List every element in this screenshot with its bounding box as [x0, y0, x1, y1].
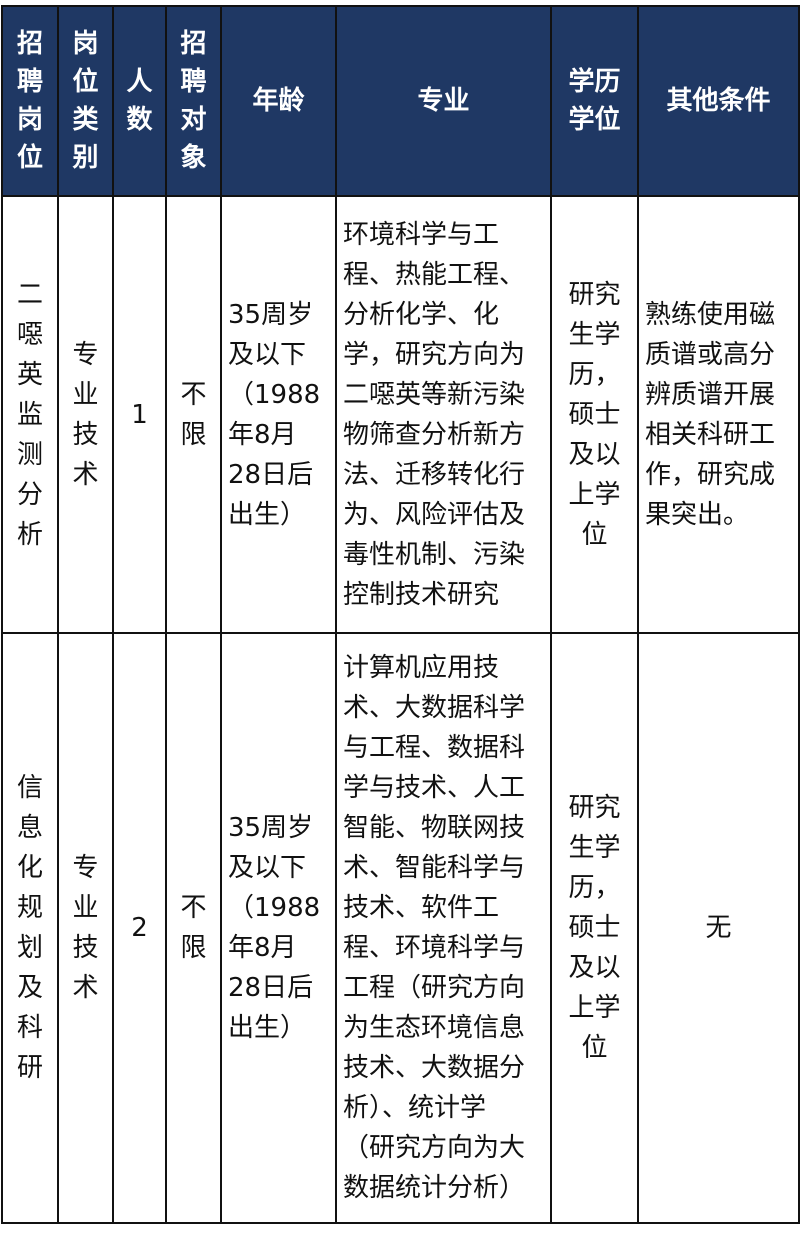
cell-major: 计算机应用技 术、大数据科学 与工程、数据科 学与技术、人工 智能、物联网技 术…	[335, 632, 552, 1224]
header-row: 招 聘 岗 位 岗 位 类 别 人 数 招 聘 对 象 年龄 专业 学历 学位 …	[1, 5, 800, 197]
cell-age: 35周岁 及以下 （1988 年8月 28日后 出生）	[220, 632, 337, 1224]
cell-age: 35周岁 及以下 （1988 年8月 28日后 出生）	[220, 195, 337, 634]
header-target: 招 聘 对 象	[165, 5, 222, 197]
table-row: 二 噁 英 监 测 分 析 专 业 技 术 1 不 限 35周岁 及以下 （19…	[1, 195, 800, 634]
cell-other: 熟练使用磁 质谱或高分 辨质谱开展 相关科研工 作，研究成 果突出。	[637, 195, 800, 634]
cell-target: 不 限	[165, 632, 222, 1224]
header-education: 学历 学位	[550, 5, 639, 197]
cell-education: 研究 生学 历， 硕士 及以 上学 位	[550, 632, 639, 1224]
header-count: 人 数	[112, 5, 167, 197]
header-other: 其他条件	[637, 5, 800, 197]
table-row: 信 息 化 规 划 及 科 研 专 业 技 术 2 不 限 35周岁 及以下 （…	[1, 632, 800, 1224]
cell-major: 环境科学与工 程、热能工程、 分析化学、化 学，研究方向为 二噁英等新污染 物筛…	[335, 195, 552, 634]
cell-education: 研究 生学 历， 硕士 及以 上学 位	[550, 195, 639, 634]
cell-count: 1	[112, 195, 167, 634]
recruitment-table: 招 聘 岗 位 岗 位 类 别 人 数 招 聘 对 象 年龄 专业 学历 学位 …	[1, 5, 800, 1224]
cell-position: 信 息 化 规 划 及 科 研	[1, 632, 59, 1224]
header-category: 岗 位 类 别	[57, 5, 114, 197]
cell-category: 专 业 技 术	[57, 195, 114, 634]
cell-target: 不 限	[165, 195, 222, 634]
header-major: 专业	[335, 5, 552, 197]
cell-category: 专 业 技 术	[57, 632, 114, 1224]
header-position: 招 聘 岗 位	[1, 5, 59, 197]
cell-count: 2	[112, 632, 167, 1224]
cell-position: 二 噁 英 监 测 分 析	[1, 195, 59, 634]
header-age: 年龄	[220, 5, 337, 197]
cell-other: 无	[637, 632, 800, 1224]
